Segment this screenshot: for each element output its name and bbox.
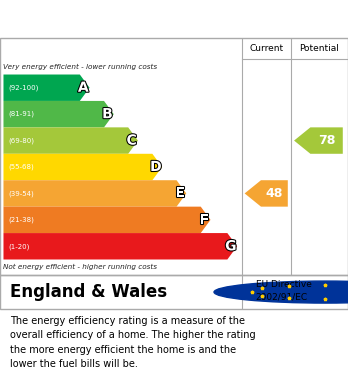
Text: (39-54): (39-54) — [9, 190, 34, 197]
Text: G: G — [225, 239, 237, 253]
Polygon shape — [3, 154, 162, 180]
Text: (21-38): (21-38) — [9, 217, 34, 223]
Polygon shape — [3, 233, 237, 260]
Text: C: C — [127, 134, 137, 147]
Text: The energy efficiency rating is a measure of the
overall efficiency of a home. T: The energy efficiency rating is a measur… — [10, 316, 256, 369]
Text: Current: Current — [249, 44, 283, 53]
Text: (92-100): (92-100) — [9, 84, 39, 91]
Polygon shape — [245, 180, 288, 207]
Text: (55-68): (55-68) — [9, 164, 34, 170]
Text: F: F — [199, 213, 209, 227]
Polygon shape — [3, 75, 89, 101]
Text: Potential: Potential — [299, 44, 339, 53]
Polygon shape — [3, 180, 186, 207]
Text: (81-91): (81-91) — [9, 111, 35, 117]
Text: Very energy efficient - lower running costs: Very energy efficient - lower running co… — [3, 64, 158, 70]
Text: B: B — [102, 107, 113, 121]
Polygon shape — [3, 127, 138, 154]
Text: 48: 48 — [266, 187, 283, 200]
Text: (69-80): (69-80) — [9, 137, 35, 144]
Polygon shape — [3, 207, 211, 233]
Text: 78: 78 — [318, 134, 335, 147]
Text: D: D — [150, 160, 161, 174]
Text: E: E — [175, 187, 185, 201]
Text: EU Directive
2002/91/EC: EU Directive 2002/91/EC — [256, 280, 312, 301]
Text: A: A — [78, 81, 89, 95]
Text: Energy Efficiency Rating: Energy Efficiency Rating — [10, 10, 251, 28]
Circle shape — [214, 281, 348, 303]
Polygon shape — [3, 101, 114, 127]
Text: England & Wales: England & Wales — [10, 283, 168, 301]
Text: (1-20): (1-20) — [9, 243, 30, 249]
Text: Not energy efficient - higher running costs: Not energy efficient - higher running co… — [3, 264, 158, 270]
Polygon shape — [294, 127, 343, 154]
